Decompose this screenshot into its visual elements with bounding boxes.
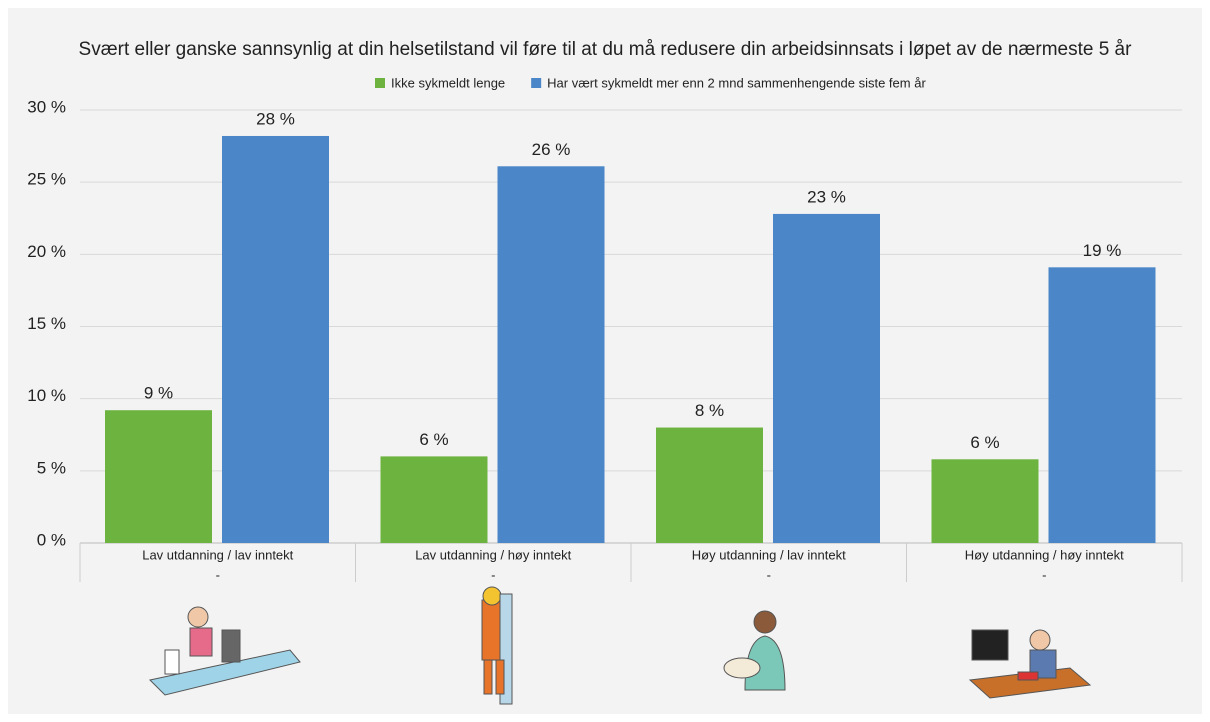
legend-label: Har vært sykmeldt mer enn 2 mnd sammenhe… [547,75,926,90]
bar [1048,267,1156,543]
y-tick-label: 30 % [27,97,66,116]
value-label: 8 % [695,401,724,420]
legend-label: Ikke sykmeldt lenge [391,75,505,90]
bar [105,410,212,543]
x-subcategory-label: - [767,567,771,582]
value-label: 23 % [807,187,846,206]
value-label: 6 % [970,433,999,452]
bar [497,166,605,544]
bar [656,427,763,543]
legend-swatch [531,78,542,88]
x-tick-label: Høy utdanning / lav inntekt [692,547,846,562]
x-subcategory-label: - [491,567,495,582]
bar [380,456,488,543]
bar [222,135,329,544]
value-label: 9 % [144,384,173,403]
y-tick-label: 20 % [27,242,66,261]
value-label: 19 % [1083,241,1122,260]
bar [773,213,880,544]
legend-swatch [375,78,385,88]
bar [931,459,1039,543]
x-tick-label: Høy utdanning / høy inntekt [965,547,1124,562]
chart-background [8,8,1202,714]
x-tick-label: Lav utdanning / høy inntekt [415,547,571,562]
x-subcategory-label: - [216,567,220,582]
value-label: 26 % [532,140,571,159]
value-label: 28 % [256,109,295,128]
x-subcategory-label: - [1042,567,1046,582]
y-tick-label: 15 % [27,314,66,333]
y-tick-label: 5 % [37,458,66,477]
chart-title: Svært eller ganske sannsynlig at din hel… [79,39,1133,60]
value-label: 6 % [419,430,448,449]
x-tick-label: Lav utdanning / lav inntekt [142,547,293,562]
y-tick-label: 25 % [27,170,66,189]
y-tick-label: 0 % [37,530,66,549]
illustrations [148,586,1092,705]
y-tick-label: 10 % [27,386,66,405]
